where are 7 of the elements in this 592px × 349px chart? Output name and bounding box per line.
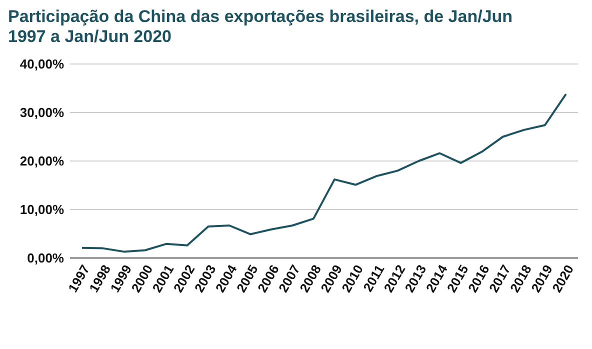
- chart-title: Participação da China das exportações brasileiras, de Jan/Jun 1997 a Jan/Jun 2020: [8, 7, 513, 46]
- y-tick-label: 10,00%: [20, 202, 64, 218]
- y-tick-label: 20,00%: [20, 154, 64, 169]
- line-series: [81, 93, 567, 253]
- y-tick-label: 40,00%: [20, 56, 64, 72]
- y-tick-label: 0,00%: [27, 250, 64, 266]
- y-tick-label: 30,00%: [20, 105, 64, 120]
